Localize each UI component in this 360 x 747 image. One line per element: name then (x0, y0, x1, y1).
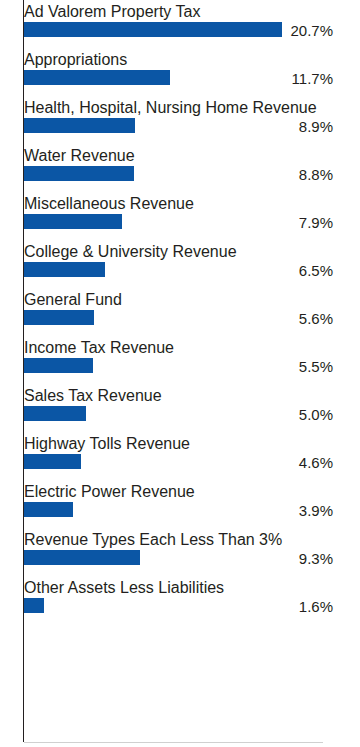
category-label: Electric Power Revenue (24, 480, 324, 500)
category-label: Revenue Types Each Less Than 3% (24, 528, 324, 548)
bar (24, 310, 94, 325)
bar-track: 3.9% (24, 502, 333, 517)
data-label: 1.6% (299, 599, 333, 614)
data-label: 5.6% (299, 311, 333, 326)
category-label: Miscellaneous Revenue (24, 192, 324, 212)
category-label: Highway Tolls Revenue (24, 432, 324, 452)
bar-track: 5.5% (24, 358, 333, 373)
bar-track: 4.6% (24, 454, 333, 469)
bar-row: Ad Valorem Property Tax 20.7% (24, 0, 333, 37)
bar (24, 406, 86, 421)
bar (24, 598, 44, 613)
bar-row: General Fund 5.6% (24, 288, 333, 325)
bar (24, 166, 134, 181)
category-label: Ad Valorem Property Tax (24, 0, 324, 20)
bar (24, 262, 105, 277)
bar-row: Highway Tolls Revenue 4.6% (24, 432, 333, 469)
bar (24, 118, 135, 133)
bar-track: 5.6% (24, 310, 333, 325)
bar-row: College & University Revenue 6.5% (24, 240, 333, 277)
bar-row: Other Assets Less Liabilities 1.6% (24, 576, 333, 613)
plot-area: Ad Valorem Property Tax 20.7% Appropriatio… (24, 0, 333, 624)
bar-row: Income Tax Revenue 5.5% (24, 336, 333, 373)
bar-row: Appropriations 11.7% (24, 48, 333, 85)
data-label: 8.8% (299, 167, 333, 182)
bar (24, 22, 282, 37)
bar-track: 8.9% (24, 118, 333, 133)
bar-row: Miscellaneous Revenue 7.9% (24, 192, 333, 229)
bar-track: 9.3% (24, 550, 333, 565)
bar (24, 502, 73, 517)
category-label: Income Tax Revenue (24, 336, 324, 356)
bar (24, 550, 140, 565)
data-label: 5.5% (299, 359, 333, 374)
category-label: Sales Tax Revenue (24, 384, 324, 404)
category-label: Health, Hospital, Nursing Home Revenue (24, 96, 324, 116)
category-label: Appropriations (24, 48, 324, 68)
data-label: 6.5% (299, 263, 333, 278)
bar-row: Electric Power Revenue 3.9% (24, 480, 333, 517)
category-label: Water Revenue (24, 144, 324, 164)
bar-row: Water Revenue 8.8% (24, 144, 333, 181)
category-label: College & University Revenue (24, 240, 324, 260)
data-label: 11.7% (292, 71, 333, 86)
bar-row: Sales Tax Revenue 5.0% (24, 384, 333, 421)
bar-track: 20.7% (24, 22, 333, 37)
data-label: 4.6% (299, 455, 333, 470)
bar-track: 8.8% (24, 166, 333, 181)
data-label: 20.7% (290, 23, 333, 38)
bar-track: 7.9% (24, 214, 333, 229)
data-label: 3.9% (299, 503, 333, 518)
bar-track: 5.0% (24, 406, 333, 421)
bar-track: 1.6% (24, 598, 333, 613)
bar (24, 214, 122, 229)
data-label: 9.3% (299, 551, 333, 566)
bar-row: Revenue Types Each Less Than 3% 9.3% (24, 528, 333, 565)
bar-track: 11.7% (24, 70, 333, 85)
data-label: 8.9% (299, 119, 333, 134)
data-label: 7.9% (299, 215, 333, 230)
bar-track: 6.5% (24, 262, 333, 277)
category-label: General Fund (24, 288, 324, 308)
data-label: 5.0% (299, 407, 333, 422)
bar (24, 358, 93, 373)
bar-row: Health, Hospital, Nursing Home Revenue 8.… (24, 96, 333, 133)
value-axis-range (24, 742, 323, 743)
bar (24, 454, 81, 469)
category-label: Other Assets Less Liabilities (24, 576, 324, 596)
bar (24, 70, 170, 85)
